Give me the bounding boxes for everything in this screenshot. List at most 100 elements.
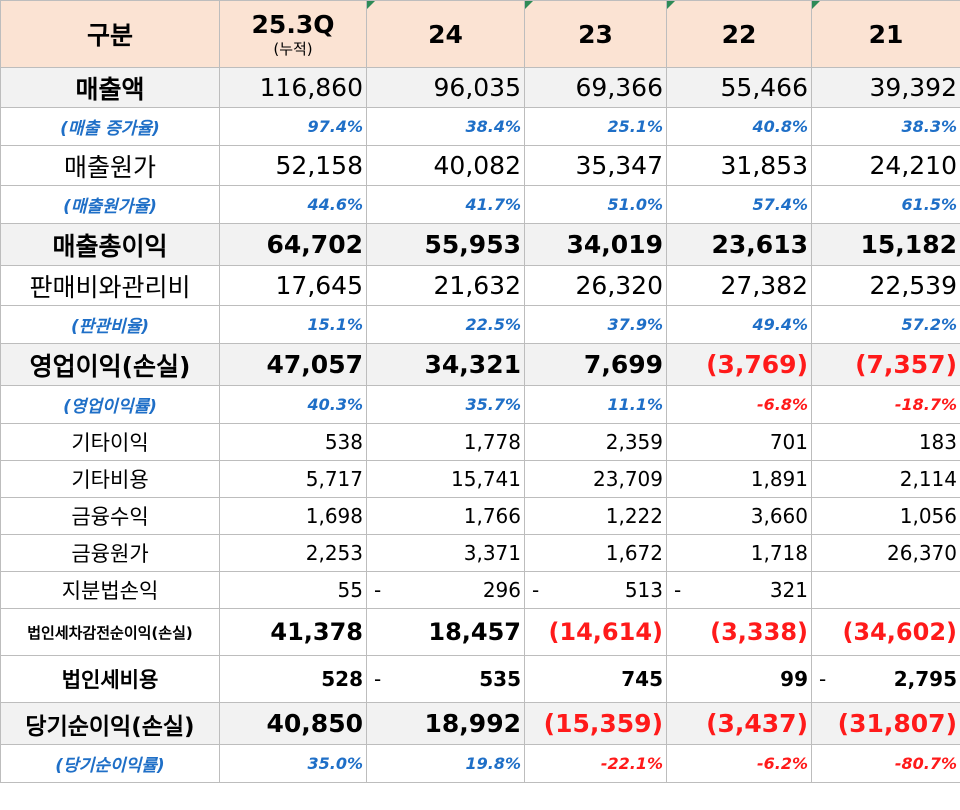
cell: 69,366 <box>524 67 667 108</box>
cell: 38.3% <box>811 107 960 146</box>
cell: (3,338) <box>666 608 812 656</box>
cell: 1,056 <box>811 497 960 535</box>
row-revenue-growth: (매출 증가율) 97.4% 38.4% 25.1% 40.8% 38.3% <box>0 107 960 146</box>
cell: (3,769) <box>666 343 812 386</box>
cell-value: 528 <box>321 667 363 691</box>
row-label: (매출 증가율) <box>0 107 220 146</box>
header-row: 구분 25.3Q (누적) 24 23 22 21 <box>0 0 960 68</box>
header-period-21: 21 <box>811 0 960 68</box>
row-equity-method: 지분법손익 55 -296 -513 -321 <box>0 571 960 609</box>
row-pretax-income: 법인세차감전순이익(손실) 41,378 18,457 (14,614) (3,… <box>0 608 960 656</box>
cell-value: 745 <box>621 667 663 691</box>
period-year: 21 <box>868 19 904 49</box>
cell: - 321 <box>666 571 812 609</box>
negative-dash: - <box>674 578 682 602</box>
cell: (31,807) <box>811 702 960 745</box>
row-other-expense: 기타비용 5,717 15,741 23,709 1,891 2,114 <box>0 460 960 498</box>
row-label: 기타비용 <box>0 460 220 498</box>
cell: 2,114 <box>811 460 960 498</box>
row-sga-ratio: (판관비율) 15.1% 22.5% 37.9% 49.4% 57.2% <box>0 305 960 344</box>
financial-table: 구분 25.3Q (누적) 24 23 22 21 매출액 116,860 96,… <box>0 0 960 783</box>
cell: 38.4% <box>366 107 525 146</box>
cell: 18,992 <box>366 702 525 745</box>
cell: 57.2% <box>811 305 960 344</box>
cell: 64,702 <box>219 223 367 266</box>
cell: 26,320 <box>524 265 667 306</box>
cell: 19.8% <box>366 744 525 783</box>
row-revenue: 매출액 116,860 96,035 69,366 55,466 39,392 <box>0 67 960 108</box>
comment-marker-icon <box>367 1 375 9</box>
cell: 35.0% <box>219 744 367 783</box>
cell: 97.4% <box>219 107 367 146</box>
cell: 23,613 <box>666 223 812 266</box>
cell: (15,359) <box>524 702 667 745</box>
row-label: 영업이익(손실) <box>0 343 220 386</box>
row-finance-cost: 금융원가 2,253 3,371 1,672 1,718 26,370 <box>0 534 960 572</box>
cell: 37.9% <box>524 305 667 344</box>
row-label: (영업이익률) <box>0 385 220 424</box>
period-note: (누적) <box>273 40 313 58</box>
cell: - 2,795 <box>811 655 960 703</box>
cell: 17,645 <box>219 265 367 306</box>
row-income-tax: 법인세비용 528 - 535 745 99 - 2,795 <box>0 655 960 703</box>
cell: 49.4% <box>666 305 812 344</box>
row-label: 당기순이익(손실) <box>0 702 220 745</box>
row-label: (판관비율) <box>0 305 220 344</box>
cell: 116,860 <box>219 67 367 108</box>
cell: 25.1% <box>524 107 667 146</box>
cell: 61.5% <box>811 185 960 224</box>
row-label: 법인세차감전순이익(손실) <box>0 608 220 656</box>
cell: (34,602) <box>811 608 960 656</box>
cell: (7,357) <box>811 343 960 386</box>
cell: 183 <box>811 423 960 461</box>
negative-dash: - <box>819 667 827 691</box>
cell: 5,717 <box>219 460 367 498</box>
header-label: 구분 <box>0 0 220 68</box>
cell: 26,370 <box>811 534 960 572</box>
cell: 55 <box>219 571 367 609</box>
cell: 55,466 <box>666 67 812 108</box>
row-label: (당기순이익률) <box>0 744 220 783</box>
period-year: 22 <box>721 19 757 49</box>
cell: 22.5% <box>366 305 525 344</box>
row-label: 지분법손익 <box>0 571 220 609</box>
row-gross-profit: 매출총이익 64,702 55,953 34,019 23,613 15,182 <box>0 223 960 266</box>
cell: 55,953 <box>366 223 525 266</box>
row-finance-income: 금융수익 1,698 1,766 1,222 3,660 1,056 <box>0 497 960 535</box>
period-year: 23 <box>578 19 613 49</box>
cell: 31,853 <box>666 145 812 186</box>
cell: 2,359 <box>524 423 667 461</box>
cell: 47,057 <box>219 343 367 386</box>
cell: - 296 <box>366 571 525 609</box>
row-label: 금융수익 <box>0 497 220 535</box>
header-period-25-3q: 25.3Q (누적) <box>219 0 367 68</box>
comment-marker-icon <box>667 1 675 9</box>
cell: 18,457 <box>366 608 525 656</box>
cell: 27,382 <box>666 265 812 306</box>
cell-value: 296 <box>482 578 521 602</box>
cell: 34,321 <box>366 343 525 386</box>
comment-marker-icon <box>812 1 820 9</box>
cell: 3,660 <box>666 497 812 535</box>
cell: 3,371 <box>366 534 525 572</box>
cell-value: 2,795 <box>893 667 957 691</box>
cell: 745 <box>524 655 667 703</box>
cell: 96,035 <box>366 67 525 108</box>
row-label: (매출원가율) <box>0 185 220 224</box>
cell: 23,709 <box>524 460 667 498</box>
header-period-22: 22 <box>666 0 812 68</box>
row-other-income: 기타이익 538 1,778 2,359 701 183 <box>0 423 960 461</box>
row-label: 법인세비용 <box>0 655 220 703</box>
cell: 1,672 <box>524 534 667 572</box>
cell: - 535 <box>366 655 525 703</box>
cell: -6.8% <box>666 385 812 424</box>
cell: 41,378 <box>219 608 367 656</box>
period-year: 25.3Q <box>251 9 335 39</box>
cell: 11.1% <box>524 385 667 424</box>
cell <box>811 571 960 609</box>
negative-dash: - <box>374 578 382 602</box>
cell: 7,699 <box>524 343 667 386</box>
cell: 35.7% <box>366 385 525 424</box>
row-operating-margin: (영업이익률) 40.3% 35.7% 11.1% -6.8% -18.7% <box>0 385 960 424</box>
header-period-23: 23 <box>524 0 667 68</box>
